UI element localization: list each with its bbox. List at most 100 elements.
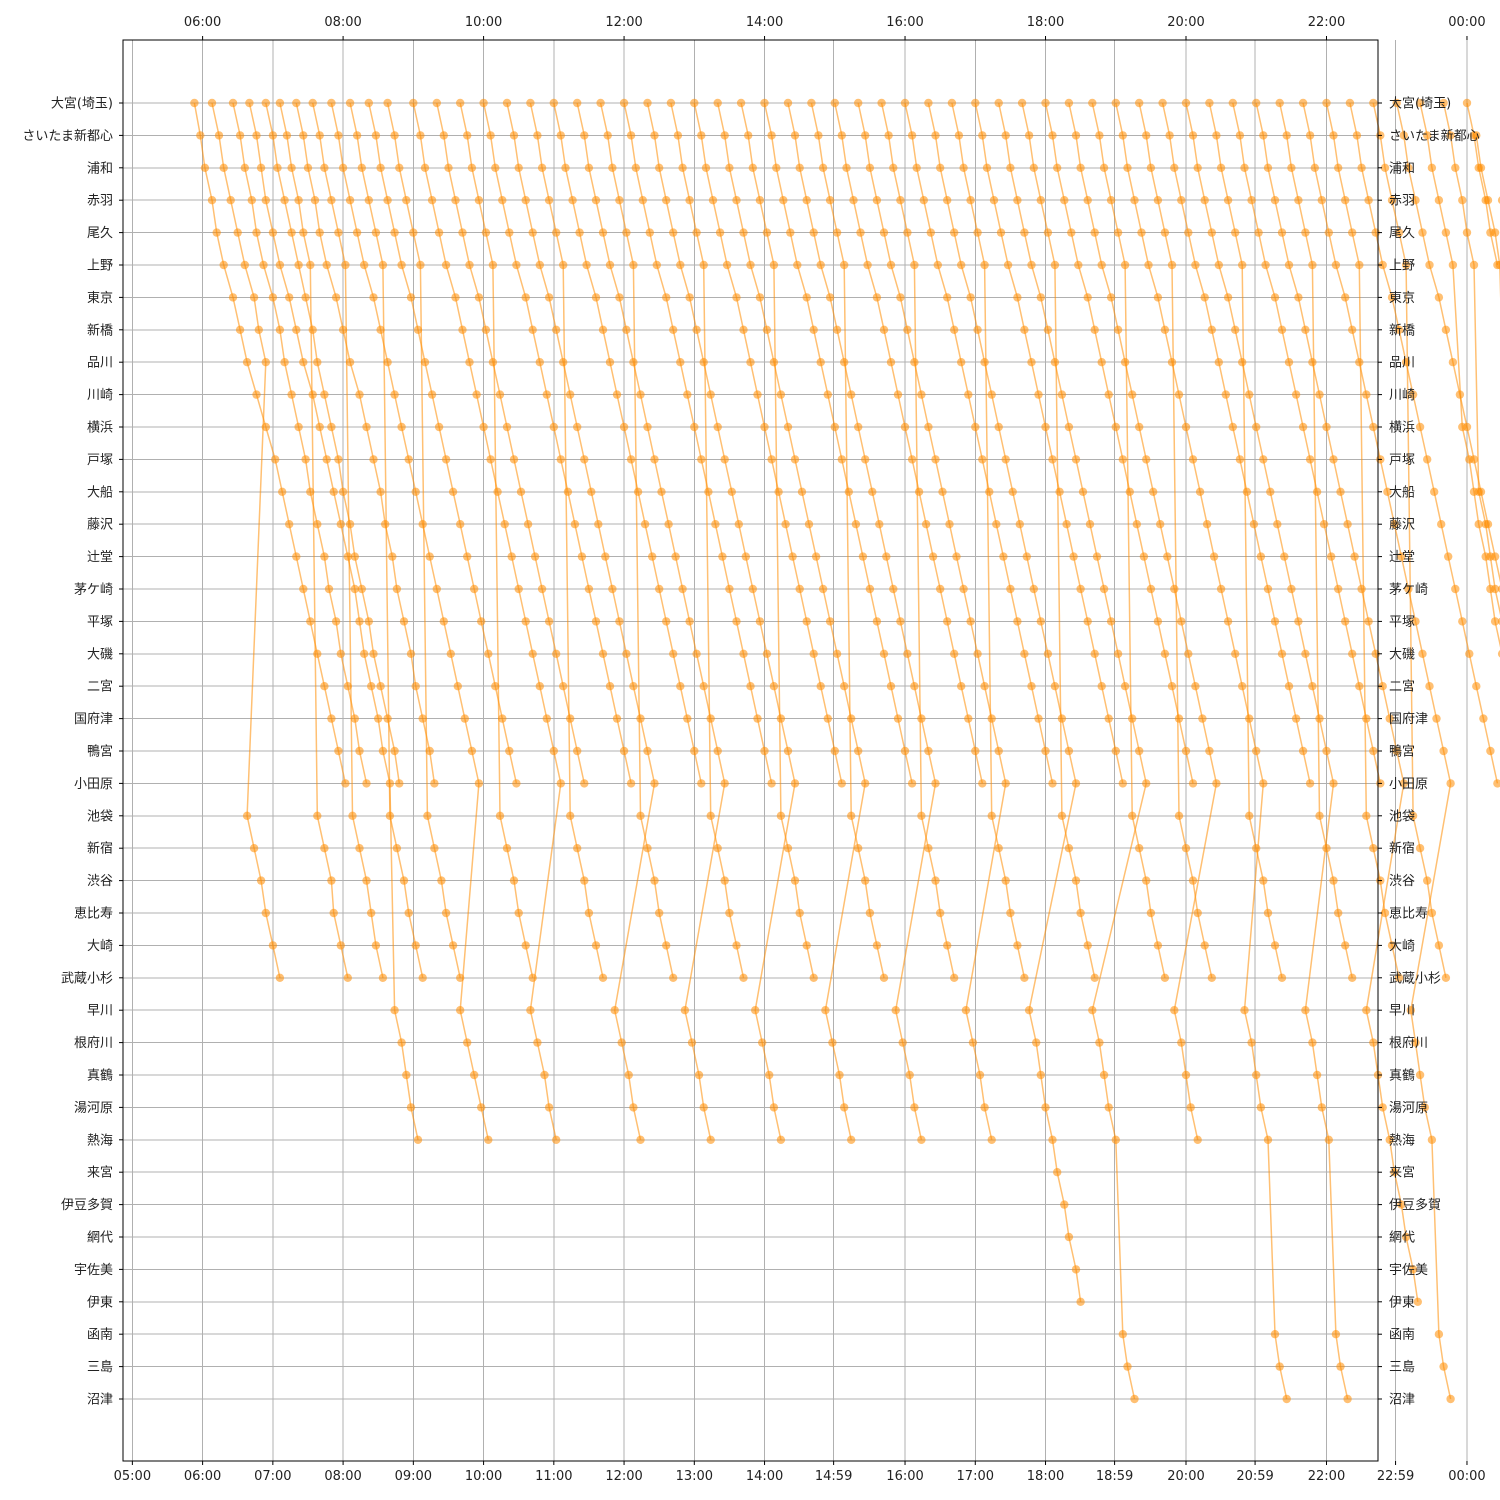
x-tick-label-top: 22:00 xyxy=(1308,15,1345,30)
stop-point xyxy=(411,682,420,691)
stop-point xyxy=(760,746,769,756)
stop-point xyxy=(697,131,706,140)
stop-point xyxy=(629,682,638,691)
stop-point xyxy=(982,163,992,172)
stop-point xyxy=(1284,358,1294,367)
stop-point xyxy=(1235,455,1245,464)
stop-point xyxy=(573,98,582,108)
stop-point xyxy=(835,1070,844,1080)
stop-point xyxy=(734,520,743,529)
stop-point xyxy=(1088,98,1097,108)
stop-point xyxy=(818,584,828,594)
stop-point xyxy=(552,325,561,334)
stop-point xyxy=(1481,520,1490,529)
stop-point xyxy=(832,325,842,334)
stop-point xyxy=(392,844,402,853)
trip-line xyxy=(1475,135,1500,299)
stop-point xyxy=(1392,746,1401,756)
stop-point xyxy=(1336,1362,1345,1371)
stop-point xyxy=(521,293,530,302)
stop-point xyxy=(598,325,608,334)
stop-point xyxy=(762,228,772,237)
trip-line xyxy=(904,102,1054,784)
stop-point xyxy=(512,779,521,788)
stop-point xyxy=(619,746,629,756)
stop-point xyxy=(950,228,959,237)
stop-point xyxy=(1006,908,1015,918)
stop-point xyxy=(1308,1038,1317,1047)
stop-point xyxy=(514,163,523,172)
stop-point xyxy=(1228,98,1238,108)
x-tick-label-top: 00:00 xyxy=(1448,15,1485,30)
stop-point xyxy=(502,844,512,853)
stop-point xyxy=(900,422,910,432)
stop-point xyxy=(376,682,385,691)
stop-point xyxy=(683,714,692,723)
stop-point xyxy=(404,908,413,918)
stop-point xyxy=(587,487,596,496)
stop-point xyxy=(900,746,910,756)
stop-point xyxy=(879,325,889,334)
stop-point xyxy=(1341,941,1350,950)
stop-point xyxy=(1343,520,1352,529)
stop-point xyxy=(662,617,671,626)
stop-point xyxy=(528,649,537,658)
stop-point xyxy=(945,520,954,529)
stop-point xyxy=(720,779,729,788)
station-label-left: 函南 xyxy=(87,1327,113,1343)
stop-point xyxy=(406,293,416,302)
stop-point xyxy=(1135,844,1144,853)
stop-point xyxy=(556,779,565,788)
stop-point xyxy=(397,260,406,270)
stop-point xyxy=(306,260,315,270)
stop-point xyxy=(196,131,205,140)
stop-point xyxy=(858,552,868,561)
stop-point xyxy=(669,228,678,237)
stop-point xyxy=(1146,908,1156,918)
stop-point xyxy=(636,811,645,820)
stop-point xyxy=(795,584,804,594)
x-tick-label-bottom: 12:00 xyxy=(605,1469,642,1484)
stop-point xyxy=(760,98,769,108)
trip-line xyxy=(623,102,773,784)
stop-point xyxy=(1106,617,1116,626)
stop-point xyxy=(1153,617,1163,626)
stop-point xyxy=(292,98,301,108)
stop-point xyxy=(1156,520,1165,529)
station-label-left: 伊東 xyxy=(87,1294,113,1310)
stop-point xyxy=(828,1038,837,1047)
station-label-right: さいたま新都心 xyxy=(1389,128,1480,144)
stop-point xyxy=(1228,422,1238,432)
stop-point xyxy=(725,163,734,172)
stop-point xyxy=(1418,228,1427,237)
stop-point xyxy=(893,714,903,723)
stop-point xyxy=(1399,131,1409,140)
stop-point xyxy=(1263,908,1273,918)
stop-point xyxy=(1188,876,1198,885)
stop-point xyxy=(1284,260,1294,270)
stop-point xyxy=(596,98,605,108)
stop-point xyxy=(907,131,917,140)
stop-point xyxy=(640,520,650,529)
stop-point xyxy=(301,455,310,464)
stop-point xyxy=(1434,941,1444,950)
stop-point xyxy=(1270,1330,1280,1339)
trip-line xyxy=(1091,102,1166,978)
stop-point xyxy=(968,1038,978,1047)
trip-line xyxy=(1161,102,1311,784)
station-label-left: 池袋 xyxy=(87,809,113,824)
stop-point xyxy=(591,293,601,302)
stop-point xyxy=(1032,1038,1041,1047)
station-label-right: 小田原 xyxy=(1389,777,1428,792)
stop-point xyxy=(1064,844,1074,853)
x-tick-label-bottom: 18:00 xyxy=(1027,1469,1064,1484)
stop-point xyxy=(783,746,793,756)
stop-point xyxy=(706,714,715,723)
stop-point xyxy=(933,260,942,270)
stop-point xyxy=(690,746,699,756)
train-trip xyxy=(1064,98,1221,1145)
stop-point xyxy=(1355,358,1364,367)
train-trip xyxy=(479,98,636,788)
train-trip xyxy=(1472,131,1500,299)
x-tick-label-bottom: 10:00 xyxy=(465,1469,502,1484)
